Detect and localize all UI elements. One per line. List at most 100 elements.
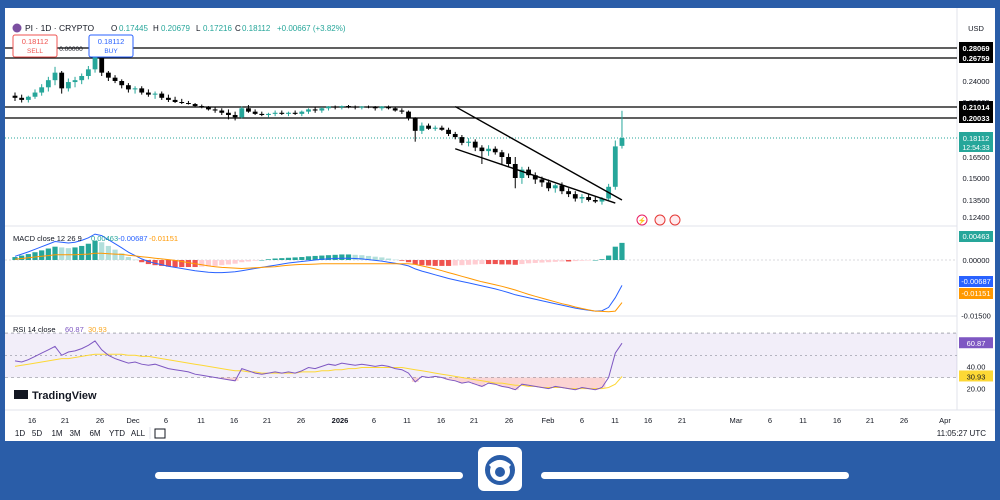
price-tick-label: 0.22000: [962, 98, 989, 107]
candle-down: [105, 72, 111, 78]
time-tick-label: 26: [96, 416, 104, 425]
sell-price: 0.18112: [22, 37, 49, 46]
range-button-6m[interactable]: 6M: [89, 429, 100, 438]
candle-up: [552, 185, 558, 189]
macd-histogram-bar: [566, 260, 572, 262]
macd-hist-tag-bg: [959, 231, 993, 242]
candle-down: [166, 97, 171, 100]
candle-down: [439, 127, 445, 130]
rsi-legend-name: RSI 14 close: [13, 325, 56, 334]
price-tick-label: 0.24000: [962, 77, 989, 86]
date-range-icon[interactable]: [154, 428, 166, 439]
time-tick-label: 21: [866, 416, 874, 425]
macd-histogram-bar: [125, 257, 131, 260]
pi-symbol-icon: [12, 23, 22, 33]
time-tick-label: 11: [403, 416, 411, 425]
candle-down: [112, 77, 118, 81]
candle-up: [92, 55, 98, 70]
range-button-1m[interactable]: 1M: [51, 429, 62, 438]
macd-histogram-bar: [312, 255, 318, 260]
macd-histogram-bar: [319, 255, 325, 260]
macd-histogram-bar: [172, 260, 178, 268]
macd-histogram-bar: [232, 260, 238, 264]
ohlc-c-label: C: [235, 24, 241, 33]
macd-histogram-bar: [352, 254, 358, 260]
level-tag-bg: [959, 112, 993, 123]
range-button-1d[interactable]: 1D: [15, 429, 25, 438]
time-tick-label: 21: [263, 416, 271, 425]
macd-histogram-bar: [292, 257, 298, 260]
candle-up: [599, 198, 605, 202]
candle-up: [419, 125, 425, 131]
macd-histogram-bar: [159, 260, 165, 266]
time-tick-label: 21: [678, 416, 686, 425]
last-price-tag: 0.18112: [963, 134, 990, 143]
macd-histogram-bar: [505, 260, 512, 265]
macd-histogram-bar: [119, 253, 125, 260]
range-button-ytd[interactable]: YTD: [109, 429, 125, 438]
macd-histogram-bar: [365, 255, 372, 260]
candle-down: [206, 107, 211, 110]
rsi-oversold-fill: [451, 377, 459, 381]
rsi-legend-value: 60.87: [65, 325, 84, 334]
candle-down: [506, 157, 511, 164]
left-pill-bar: [155, 472, 463, 479]
sell-button[interactable]: [12, 34, 58, 58]
candle-down: [546, 182, 551, 189]
macd-histogram-bar: [572, 260, 578, 262]
macd-histogram-bar: [439, 260, 445, 266]
macd-histogram-bar: [432, 260, 438, 266]
candle-down: [539, 179, 545, 183]
wedge-trendline: [454, 105, 623, 201]
macd-histogram-bar: [25, 254, 31, 260]
candle-down: [312, 109, 318, 111]
macd-histogram-bar: [392, 259, 398, 261]
candle-down: [392, 108, 398, 111]
macd-histogram-bar: [145, 260, 151, 265]
time-tick-label: Mar: [730, 416, 743, 425]
candle-up: [32, 92, 38, 97]
rsi-oversold-fill: [598, 377, 606, 388]
candle-down: [366, 106, 371, 108]
tradingview-logo-icon: [14, 390, 28, 399]
range-button-5d[interactable]: 5D: [32, 429, 42, 438]
macd-histogram-bar: [512, 260, 518, 265]
macd-legend-signal: -0.01151: [149, 234, 178, 243]
signal-tag: -0.01151: [961, 289, 990, 298]
macd-legend-hist: 0.00463: [91, 234, 118, 243]
candle-down: [199, 106, 205, 108]
flag-us-icon: [669, 214, 681, 226]
candle-down: [259, 113, 265, 116]
candle-up: [579, 197, 585, 199]
candle-up: [519, 169, 525, 178]
macd-legend-name: MACD close 12 26 9: [13, 234, 82, 243]
rsi-oversold-fill: [458, 377, 466, 384]
macd-histogram-bar: [619, 242, 625, 260]
time-tick-label: 6: [580, 416, 584, 425]
range-button-3m[interactable]: 3M: [69, 429, 80, 438]
range-button-all[interactable]: ALL: [131, 429, 146, 438]
sell-label: SELL: [27, 48, 43, 55]
macd-tick-label: 0.00000: [962, 256, 989, 265]
candle-up: [239, 108, 245, 118]
signal-tag-bg: [959, 288, 993, 299]
macd-histogram-bar: [525, 260, 532, 264]
candle-up: [132, 88, 138, 90]
macd-histogram-bar: [52, 246, 58, 260]
macd-histogram-bar: [205, 260, 212, 267]
macd-histogram-bar: [359, 255, 365, 260]
ohlc-o: 0.17445: [119, 24, 148, 33]
rsi-ma-tag: 30.93: [967, 372, 986, 381]
macd-histogram-bar: [385, 258, 392, 260]
macd-histogram-bar: [59, 247, 65, 260]
rsi-oversold-fill: [538, 377, 546, 388]
macd-histogram-bar: [425, 260, 432, 266]
rsi-oversold-fill: [525, 377, 532, 386]
candle-down: [426, 125, 431, 129]
candle-down: [139, 88, 145, 93]
rsi-oversold-fill: [565, 377, 573, 389]
buy-button[interactable]: [88, 34, 134, 58]
candle-down: [352, 106, 358, 108]
rsi-oversold-fill: [485, 377, 492, 384]
